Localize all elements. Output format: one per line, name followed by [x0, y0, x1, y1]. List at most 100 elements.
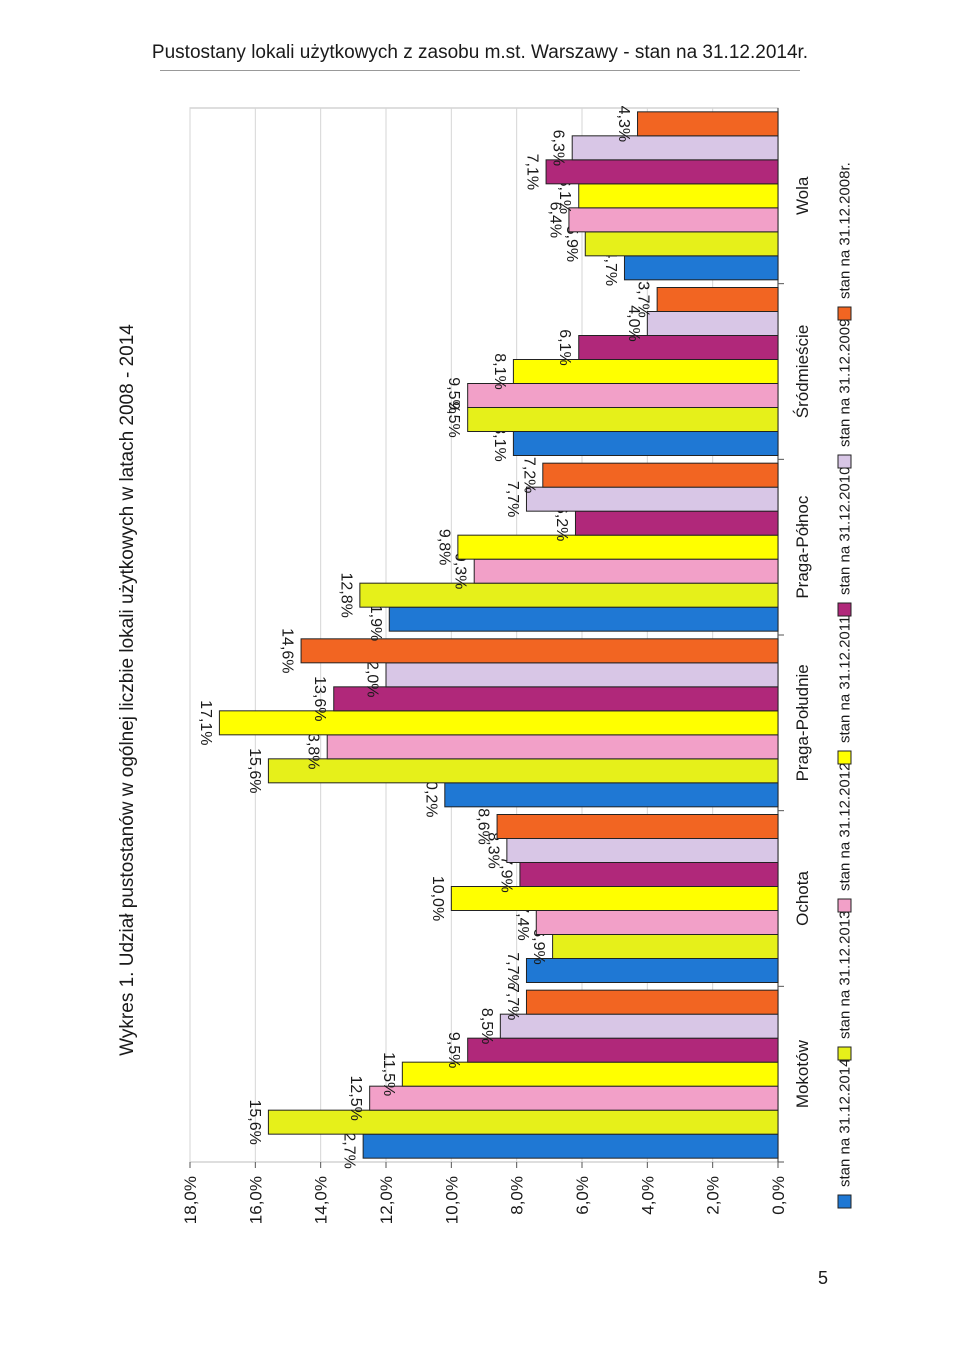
bar — [623, 255, 779, 281]
bar — [545, 159, 779, 185]
data-label: 17,1% — [197, 700, 214, 745]
data-label: 7,7% — [504, 984, 521, 1020]
data-label: 6,1% — [556, 329, 573, 365]
category-label: Śródmieście — [793, 325, 812, 419]
data-label: 8,3% — [484, 832, 501, 868]
value-tick-label: 2,0% — [704, 1176, 723, 1215]
page-header: Pustostany lokali użytkowych z zasobu m.… — [151, 42, 809, 63]
data-label: 11,9% — [367, 597, 384, 641]
data-label: 7,2% — [520, 457, 537, 493]
bar — [535, 910, 779, 935]
bar — [578, 183, 779, 209]
plot-area: 0,0% 2,0% 4,0% 6,0% 8,0% 10,0% 12,0% 14,0% 16,0%… — [181, 106, 854, 1225]
bar — [571, 135, 779, 161]
bar — [359, 582, 779, 608]
bar — [473, 558, 779, 584]
header-rule — [160, 70, 800, 71]
bar — [457, 534, 779, 560]
data-label: 9,8% — [435, 529, 452, 565]
data-label: 12,0% — [364, 652, 381, 697]
legend-swatch — [837, 750, 852, 765]
value-tick-label: 18,0% — [181, 1176, 200, 1224]
data-label: 8,1% — [491, 353, 508, 389]
value-tick-label: 14,0% — [312, 1176, 331, 1224]
data-label: 12,7% — [341, 1123, 358, 1168]
value-tick-label: 4,0% — [638, 1176, 657, 1215]
bar — [506, 838, 779, 863]
legend-label: stan na 31.12.2014r. — [837, 1050, 854, 1187]
bar — [267, 758, 779, 784]
data-label: 10,2% — [422, 772, 439, 817]
data-label: 9,5% — [445, 401, 462, 437]
data-label: 10,0% — [429, 876, 446, 921]
data-label: 7,7% — [504, 481, 521, 517]
data-label: 13,8% — [305, 724, 322, 769]
value-tick-label: 0,0% — [769, 1176, 788, 1215]
bar — [369, 1085, 779, 1111]
legend-swatch — [837, 1046, 852, 1061]
legend-swatch — [837, 602, 852, 617]
data-label: 6,1% — [556, 178, 573, 214]
data-label: 12,8% — [337, 572, 354, 617]
legend-label: stan na 31.12.2010r. — [837, 458, 854, 595]
legend-swatch — [837, 454, 852, 469]
bar — [512, 431, 779, 456]
data-label: 7,9% — [497, 856, 514, 892]
data-label: 7,1% — [524, 154, 541, 190]
data-label: 6,4% — [546, 202, 563, 238]
data-label: 4,3% — [615, 106, 632, 142]
legend-label: stan na 31.12.2011r. — [837, 607, 854, 743]
data-label: 8,1% — [491, 425, 508, 461]
bar — [637, 111, 779, 137]
data-label: 9,5% — [445, 1032, 462, 1068]
bar — [519, 862, 779, 887]
data-label: 3,7% — [635, 281, 652, 317]
data-label: 9,5% — [445, 377, 462, 413]
bar — [512, 359, 779, 384]
data-label: 4,7% — [602, 250, 619, 286]
legend-swatch — [837, 1194, 852, 1209]
legend-label: stan na 31.12.2008r. — [837, 162, 854, 299]
value-tick-label: 8,0% — [508, 1176, 527, 1215]
category-label: Mokotów — [793, 1039, 812, 1108]
data-label: 11,5% — [380, 1052, 397, 1096]
data-label: 14,6% — [279, 628, 296, 673]
bar — [467, 1037, 779, 1063]
chart-title: Wykres 1. Udział pustostanów w ogólnej l… — [117, 324, 138, 1056]
legend-label: stan na 31.12.2009r. — [837, 310, 854, 447]
data-label: 8,5% — [478, 1008, 495, 1044]
data-label: 7,7% — [504, 952, 521, 988]
bar — [267, 1109, 779, 1135]
bar — [467, 407, 779, 432]
value-tick-label: 16,0% — [246, 1176, 265, 1224]
category-label: Praga-Północ — [793, 495, 812, 599]
data-label: 12,5% — [347, 1075, 364, 1120]
data-label: 15,6% — [246, 748, 263, 793]
value-tick-label: 12,0% — [377, 1176, 396, 1224]
category-label: Wola — [793, 176, 812, 215]
data-label: 6,9% — [530, 928, 547, 964]
category-label: Praga-Południe — [793, 664, 812, 781]
bar — [333, 686, 779, 712]
bar — [362, 1133, 779, 1159]
data-label: 8,6% — [475, 808, 492, 844]
bar — [444, 782, 779, 808]
legend-label: stan na 31.12.2013r. — [837, 902, 854, 1039]
data-label: 5,9% — [563, 226, 580, 262]
data-label: 15,6% — [246, 1099, 263, 1144]
bar — [467, 383, 779, 408]
data-label: 4,0% — [625, 305, 642, 341]
bar — [574, 510, 779, 536]
bar — [646, 311, 779, 336]
bar — [300, 638, 779, 664]
bar — [568, 207, 779, 233]
bar — [525, 958, 779, 983]
bar — [552, 934, 779, 959]
data-label: 13,6% — [311, 676, 328, 721]
value-tick-label: 6,0% — [573, 1176, 592, 1215]
bar — [218, 710, 779, 736]
legend-label: stan na 31.12.2012r. — [837, 754, 854, 891]
bar — [525, 989, 779, 1015]
bar — [326, 734, 779, 760]
